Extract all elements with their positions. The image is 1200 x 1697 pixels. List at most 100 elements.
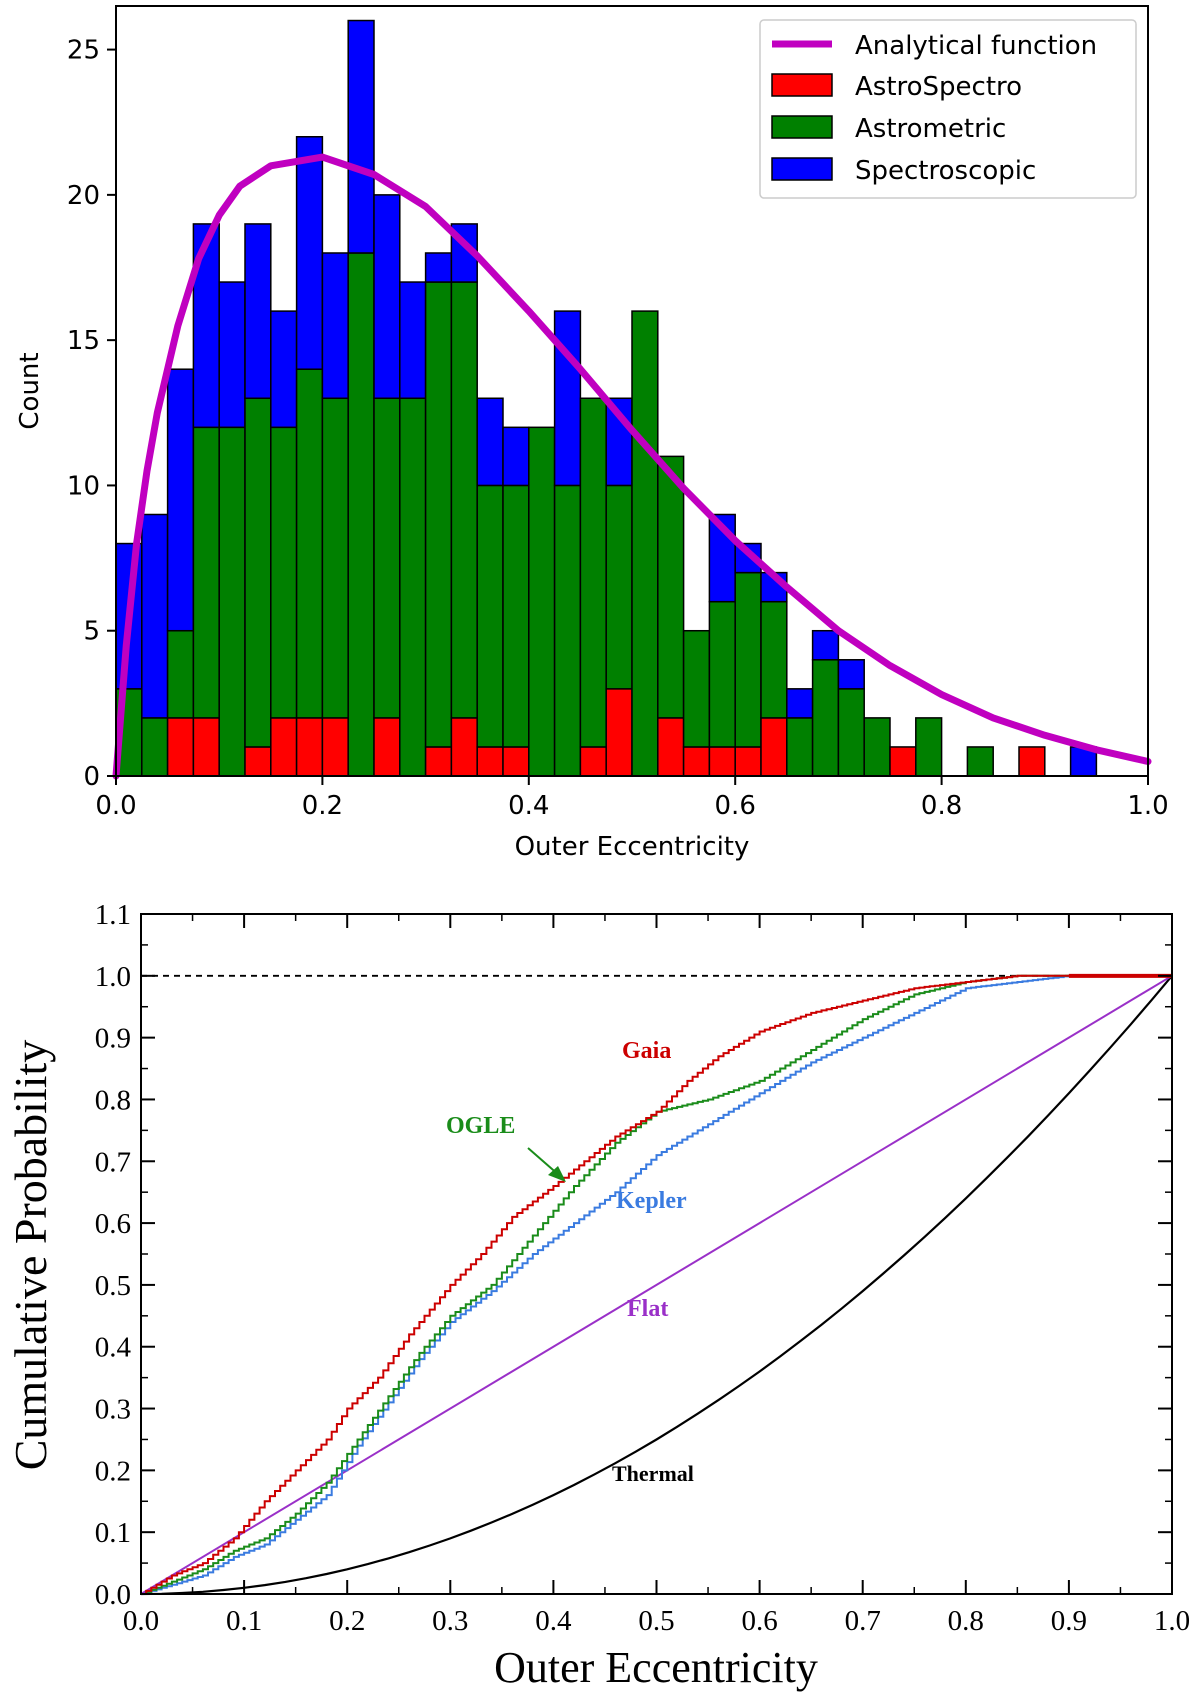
- bar-astrospectro-35: [1018, 746, 1046, 777]
- gaia-curve-label: Gaia: [622, 1038, 671, 1064]
- bar-astrospectro-12: [424, 746, 453, 777]
- bar-spectroscopic-27: [811, 629, 840, 661]
- bar-spectroscopic-15: [502, 426, 530, 487]
- y-tick-label-0: 0.0: [95, 1579, 131, 1611]
- bar-astrometric-8: [321, 397, 349, 719]
- y-tick-label-0: 0: [83, 762, 100, 792]
- y-tick-label-5: 0.5: [95, 1270, 131, 1302]
- cumulative-panel: 0.0 0.1 0.2 0.3 0.4 0.5 0.6 0.7 0.8 0.9 1.0 0.0 0.1…: [5, 899, 1190, 1692]
- bar-astrospectro-14: [476, 746, 504, 777]
- bar-astrospectro-10: [373, 717, 401, 777]
- x-tick-label-7: 0.7: [845, 1605, 881, 1637]
- bar-astrometric-3: [192, 426, 220, 719]
- x-tick-label-1: 0.1: [226, 1605, 262, 1637]
- y-tick-label-5: 25: [67, 36, 100, 66]
- y-tick-label-8: 0.8: [95, 1084, 131, 1116]
- bar-astrometric-6: [270, 426, 298, 719]
- bar-spectroscopic-8: [321, 252, 349, 400]
- y-tick-label-1: 0.1: [95, 1517, 131, 1549]
- histogram-axes-frame: [115, 5, 1149, 777]
- y-tick-label-4: 20: [67, 181, 100, 211]
- cumulative-curves: [140, 973, 1173, 1596]
- bar-astrometric-31: [915, 717, 943, 777]
- x-tick-label-10: 1.0: [1154, 1605, 1190, 1637]
- x-tick-label-2: 0.4: [508, 791, 549, 821]
- bar-astrometric-5: [244, 397, 272, 748]
- bar-spectroscopic-4: [218, 281, 246, 429]
- legend-astrometric-swatch: [771, 115, 833, 139]
- x-tick-label-4: 0.8: [921, 791, 962, 821]
- bar-astrometric-10: [373, 397, 401, 719]
- x-tick-label-8: 0.8: [948, 1605, 984, 1637]
- y-tick-label-4: 0.4: [95, 1332, 132, 1364]
- histogram-y-ticks: 0 5 10 15 20 25: [67, 36, 116, 792]
- bar-astrospectro-3: [192, 717, 220, 777]
- legend-astrospectro-swatch: [771, 73, 833, 97]
- bar-astrospectro-15: [502, 746, 530, 777]
- histogram-x-axis-label: Outer Eccentricity: [515, 832, 750, 862]
- gaia-curve: [141, 974, 1172, 1595]
- x-tick-label-4: 0.4: [535, 1605, 572, 1637]
- bar-astrometric-33: [966, 746, 994, 777]
- y-tick-label-10: 1.0: [95, 961, 131, 993]
- y-tick-label-3: 0.3: [95, 1394, 131, 1426]
- x-tick-label-0: 0.0: [95, 791, 136, 821]
- analytical-function-line: [112, 153, 1152, 780]
- histogram-legend: Analytical function AstroSpectro Astrome…: [759, 19, 1137, 199]
- bar-astrometric-23: [708, 600, 736, 748]
- bar-astrospectro-22: [682, 746, 711, 777]
- flat-curve: [140, 974, 1173, 1595]
- x-tick-label-0: 0.0: [123, 1605, 159, 1637]
- x-tick-label-5: 1.0: [1127, 791, 1168, 821]
- bar-astrometric-19: [605, 484, 633, 690]
- bar-astrometric-13: [450, 281, 478, 719]
- histogram-x-ticks: 0.0 0.2 0.4 0.6 0.8 1.0: [95, 776, 1169, 821]
- histogram-y-axis-label: Count: [15, 352, 45, 429]
- bar-astrospectro-24: [734, 746, 762, 777]
- bar-astrometric-14: [476, 484, 504, 748]
- ogle-curve-label: OGLE: [446, 1113, 515, 1139]
- bar-astrometric-22: [682, 629, 711, 748]
- bar-astrometric-26: [786, 717, 814, 777]
- ogle-curve: [141, 974, 1172, 1595]
- y-tick-label-9: 0.9: [95, 1023, 131, 1055]
- legend-box: [759, 19, 1137, 199]
- bar-astrometric-18: [579, 397, 607, 748]
- flat-curve-label: Flat: [627, 1296, 668, 1322]
- bar-astrometric-11: [399, 397, 427, 777]
- bar-spectroscopic-10: [373, 194, 401, 400]
- bar-astrospectro-13: [450, 717, 478, 777]
- legend-spectroscopic-label: Spectroscopic: [855, 156, 1036, 186]
- bar-astrometric-21: [657, 455, 685, 719]
- bar-astrometric-16: [528, 426, 556, 777]
- legend-astrospectro-label: AstroSpectro: [855, 72, 1022, 102]
- bar-astrospectro-7: [295, 717, 324, 777]
- cumulative-x-ticks: 0.0 0.1 0.2 0.3 0.4 0.5 0.6 0.7 0.8 0.9 1.0: [123, 914, 1190, 1637]
- bar-spectroscopic-1: [141, 513, 169, 719]
- y-tick-label-2: 0.2: [95, 1455, 131, 1487]
- bar-astrometric-20: [631, 310, 659, 777]
- x-tick-label-5: 0.5: [638, 1605, 674, 1637]
- bar-astrometric-24: [734, 571, 762, 748]
- bar-astrospectro-23: [708, 746, 736, 777]
- bar-astrometric-29: [863, 717, 891, 777]
- cumulative-axes-frame: [140, 913, 1173, 1595]
- bar-spectroscopic-11: [399, 281, 427, 400]
- ogle-pointer-arrowhead: [548, 1166, 566, 1182]
- legend-spectroscopic-swatch: [771, 157, 833, 181]
- y-tick-label-3: 15: [67, 326, 100, 356]
- y-tick-label-6: 0.6: [95, 1208, 131, 1240]
- y-tick-label-11: 1.1: [95, 899, 131, 931]
- legend-analytical-label: Analytical function: [855, 31, 1097, 61]
- bar-astrospectro-5: [244, 746, 272, 777]
- bar-spectroscopic-14: [476, 397, 504, 487]
- bar-astrometric-7: [295, 368, 324, 719]
- x-tick-label-9: 0.9: [1051, 1605, 1087, 1637]
- x-tick-label-1: 0.2: [302, 791, 343, 821]
- x-tick-label-3: 0.6: [715, 791, 756, 821]
- histogram-panel: 0.0 0.2 0.4 0.6 0.8 1.0 0 5 10 15 20 25 Outer Ecce…: [15, 5, 1169, 862]
- bar-astrometric-25: [760, 600, 788, 719]
- bar-spectroscopic-9: [347, 19, 375, 254]
- thermal-curve-label: Thermal: [612, 1461, 694, 1486]
- legend-astrometric-label: Astrometric: [855, 114, 1006, 144]
